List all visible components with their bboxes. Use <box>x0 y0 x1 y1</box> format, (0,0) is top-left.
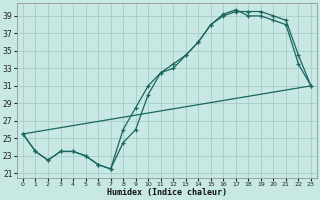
X-axis label: Humidex (Indice chaleur): Humidex (Indice chaleur) <box>107 188 227 197</box>
